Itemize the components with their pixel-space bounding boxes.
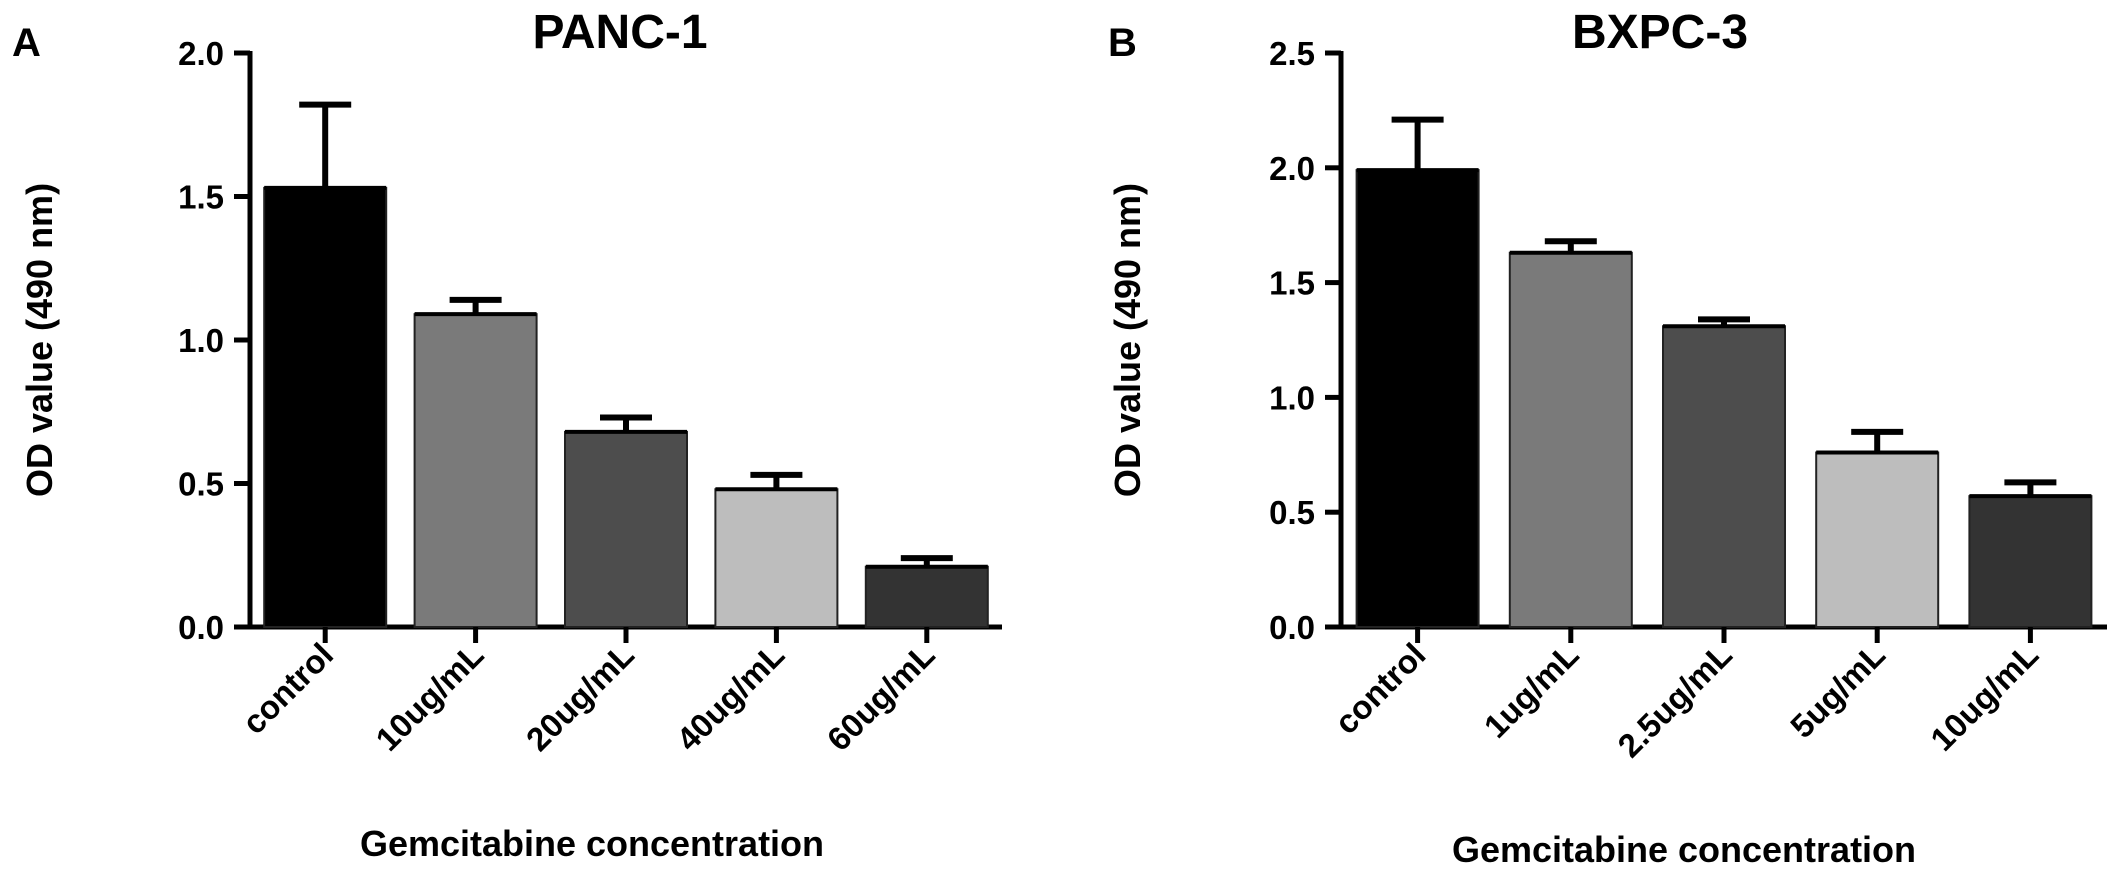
x-category-label: 2.5ug/mL <box>1610 636 1739 765</box>
bar-5ug/mL <box>1815 451 1940 628</box>
x-category-label: control <box>235 636 340 741</box>
bar-1ug/mL <box>1508 251 1633 628</box>
x-category-label: 5ug/mL <box>1783 636 1892 745</box>
x-category-label: 60ug/mL <box>820 636 942 758</box>
bar-control <box>263 186 388 628</box>
x-axis-title: Gemcitabine concentration <box>1452 829 1916 870</box>
y-tick-label: 2.0 <box>178 35 224 72</box>
x-category-label: 10ug/mL <box>368 636 490 758</box>
x-category-label: control <box>1327 636 1432 741</box>
bar-60ug/mL <box>864 565 989 628</box>
y-tick-label: 1.5 <box>1269 265 1315 302</box>
chart-title: PANC-1 <box>532 6 707 59</box>
chart-panel-a: A PANC-1 0.0 0.5 1.0 1.5 2.0 control 10ug/mL 20ug… <box>12 6 1002 864</box>
panel-letter: B <box>1108 21 1137 65</box>
x-axis-title: Gemcitabine concentration <box>360 823 824 864</box>
y-axis-title: OD value (490 nm) <box>1107 183 1148 497</box>
bar-10ug/mL <box>1968 495 2093 628</box>
bar-2.5ug/mL <box>1662 325 1786 628</box>
y-tick-label: 0.5 <box>1269 494 1315 531</box>
bar-control <box>1355 169 1480 628</box>
y-tick-label: 0.0 <box>178 609 224 646</box>
panel-letter: A <box>12 21 41 65</box>
y-tick-label: 2.0 <box>1269 150 1315 187</box>
chart-panel-b: B BXPC-3 0.0 0.5 1.0 1.5 2.0 2.5 control 1ug/mL 2.… <box>1107 6 2107 870</box>
x-category-label: 10ug/mL <box>1923 636 2045 758</box>
y-tick-label: 2.5 <box>1269 35 1315 72</box>
x-category-label: 1ug/mL <box>1477 636 1586 745</box>
y-tick-label: 1.0 <box>1269 379 1315 416</box>
chart-title: BXPC-3 <box>1572 6 1748 59</box>
y-tick-label: 0.0 <box>1269 609 1315 646</box>
x-category-label: 20ug/mL <box>519 636 641 758</box>
x-category-label: 40ug/mL <box>669 636 791 758</box>
bar-20ug/mL <box>564 430 688 628</box>
y-axis-title: OD value (490 nm) <box>19 183 60 497</box>
bar-40ug/mL <box>714 488 839 628</box>
bar-10ug/mL <box>413 313 538 628</box>
y-tick-label: 0.5 <box>178 466 224 503</box>
y-tick-label: 1.5 <box>178 179 224 216</box>
y-tick-label: 1.0 <box>178 322 224 359</box>
